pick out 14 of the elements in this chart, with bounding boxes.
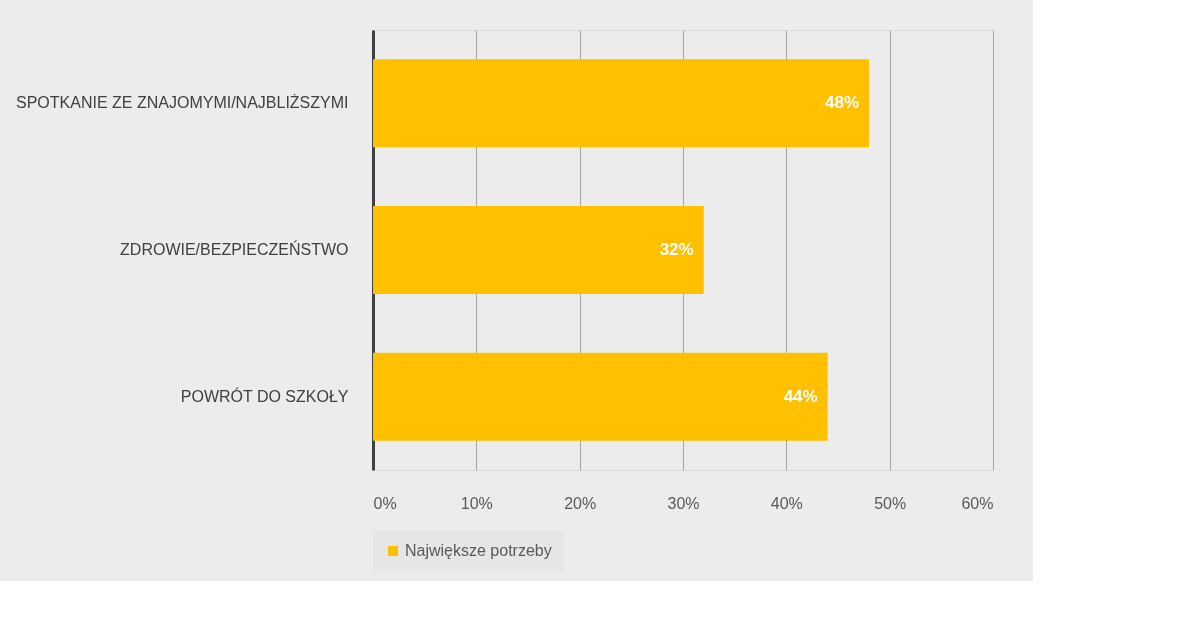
legend-label: Największe potrzeby [405, 542, 552, 559]
x-tick-label: 40% [770, 494, 803, 512]
data-label: 48% [824, 93, 859, 113]
x-tick-label: 50% [874, 494, 907, 512]
y-tick-label: POWRÓT DO SZKOŁY [180, 386, 349, 405]
x-tick-label: 20% [564, 494, 597, 512]
data-label: 44% [783, 386, 818, 406]
x-tick-label: 60% [961, 494, 994, 512]
x-tick-label: 30% [667, 494, 700, 512]
data-label: 32% [659, 240, 694, 259]
y-tick-label: ZDROWIE/BEZPIECZEŃSTWO [120, 240, 349, 258]
y-tick-label: SPOTKANIE ZE ZNAJOMYMI/NAJBLIŻSZYMI [16, 93, 349, 112]
x-tick-label: 10% [460, 494, 493, 512]
x-tick-label: 0% [373, 494, 397, 512]
